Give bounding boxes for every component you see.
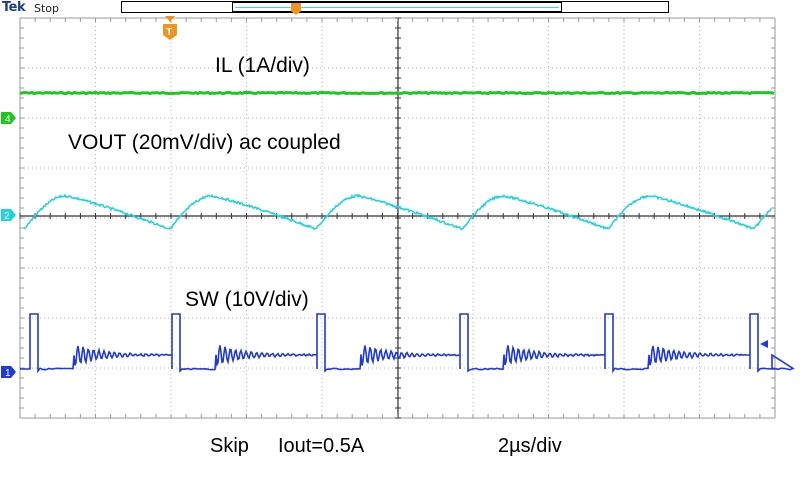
record-length-bar xyxy=(121,1,669,13)
trigger-marker-label: T xyxy=(166,27,172,38)
expansion-point-marker[interactable] xyxy=(291,3,301,15)
channel-2-marker-label: 2 xyxy=(4,211,10,222)
iout-caption: Iout=0.5A xyxy=(278,435,365,457)
trigger-position-marker[interactable]: T xyxy=(163,16,177,40)
mode-caption: Skip xyxy=(210,435,249,457)
channel-4-marker[interactable]: 4 xyxy=(1,112,16,125)
channel-1-marker[interactable]: 1 xyxy=(1,366,16,379)
ch4-label: IL (1A/div) xyxy=(215,54,310,77)
run-state-indicator: Stop xyxy=(34,2,60,15)
channel-4-marker-label: 4 xyxy=(5,114,11,125)
trace-ch1-sw xyxy=(20,313,795,374)
scope-header: Tek Stop xyxy=(0,0,800,18)
tek-logo: Tek xyxy=(2,0,26,15)
graticule xyxy=(19,17,776,419)
channel-2-marker[interactable]: 2 xyxy=(1,209,16,222)
trace-ch2-vout xyxy=(23,193,772,231)
channel-1-marker-label: 1 xyxy=(5,368,11,379)
trigger-level-arrow[interactable] xyxy=(760,340,768,348)
traces xyxy=(19,90,795,374)
trace-ch4-il xyxy=(19,90,775,96)
timebase-caption: 2µs/div xyxy=(498,435,562,457)
ch2-label: VOUT (20mV/div) ac coupled xyxy=(68,131,341,154)
ch1-label: SW (10V/div) xyxy=(185,288,309,311)
record-view-window[interactable] xyxy=(232,2,562,12)
